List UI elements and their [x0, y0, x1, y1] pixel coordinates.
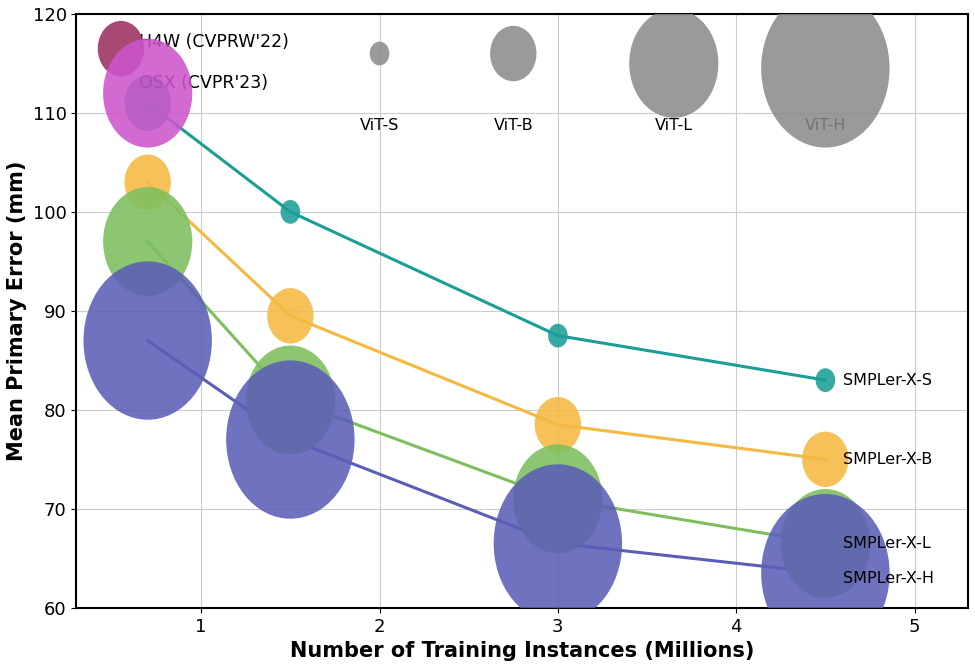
Ellipse shape: [98, 21, 144, 76]
X-axis label: Number of Training Instances (Millions): Number of Training Instances (Millions): [290, 641, 755, 661]
Text: H4W (CVPRW'22): H4W (CVPRW'22): [138, 33, 289, 51]
Text: ViT-S: ViT-S: [360, 118, 399, 133]
Ellipse shape: [534, 397, 581, 452]
Text: SMPLer-X-B: SMPLer-X-B: [843, 452, 932, 467]
Ellipse shape: [493, 464, 622, 623]
Ellipse shape: [84, 261, 212, 420]
Text: OSX (CVPR'23): OSX (CVPR'23): [138, 74, 268, 92]
Ellipse shape: [815, 368, 836, 392]
Text: ViT-H: ViT-H: [804, 118, 846, 133]
Ellipse shape: [548, 324, 567, 347]
Text: ViT-L: ViT-L: [655, 118, 693, 133]
Ellipse shape: [103, 187, 192, 296]
Text: SMPLer-X-L: SMPLer-X-L: [843, 536, 931, 551]
Ellipse shape: [781, 489, 870, 598]
Text: ViT-B: ViT-B: [493, 118, 533, 133]
Text: SMPLer-X-H: SMPLer-X-H: [843, 570, 934, 586]
Ellipse shape: [226, 360, 355, 519]
Ellipse shape: [513, 444, 603, 553]
Ellipse shape: [125, 154, 171, 210]
Ellipse shape: [267, 288, 314, 343]
Ellipse shape: [246, 345, 335, 454]
Ellipse shape: [490, 26, 536, 81]
Text: SMPLer-X-S: SMPLer-X-S: [843, 373, 932, 387]
Ellipse shape: [761, 494, 889, 653]
Y-axis label: Mean Primary Error (mm): Mean Primary Error (mm): [7, 161, 27, 461]
Ellipse shape: [802, 432, 848, 487]
Ellipse shape: [103, 39, 192, 148]
Ellipse shape: [629, 9, 719, 118]
Ellipse shape: [761, 0, 889, 148]
Ellipse shape: [125, 75, 171, 131]
Ellipse shape: [370, 41, 389, 65]
Ellipse shape: [281, 200, 300, 224]
